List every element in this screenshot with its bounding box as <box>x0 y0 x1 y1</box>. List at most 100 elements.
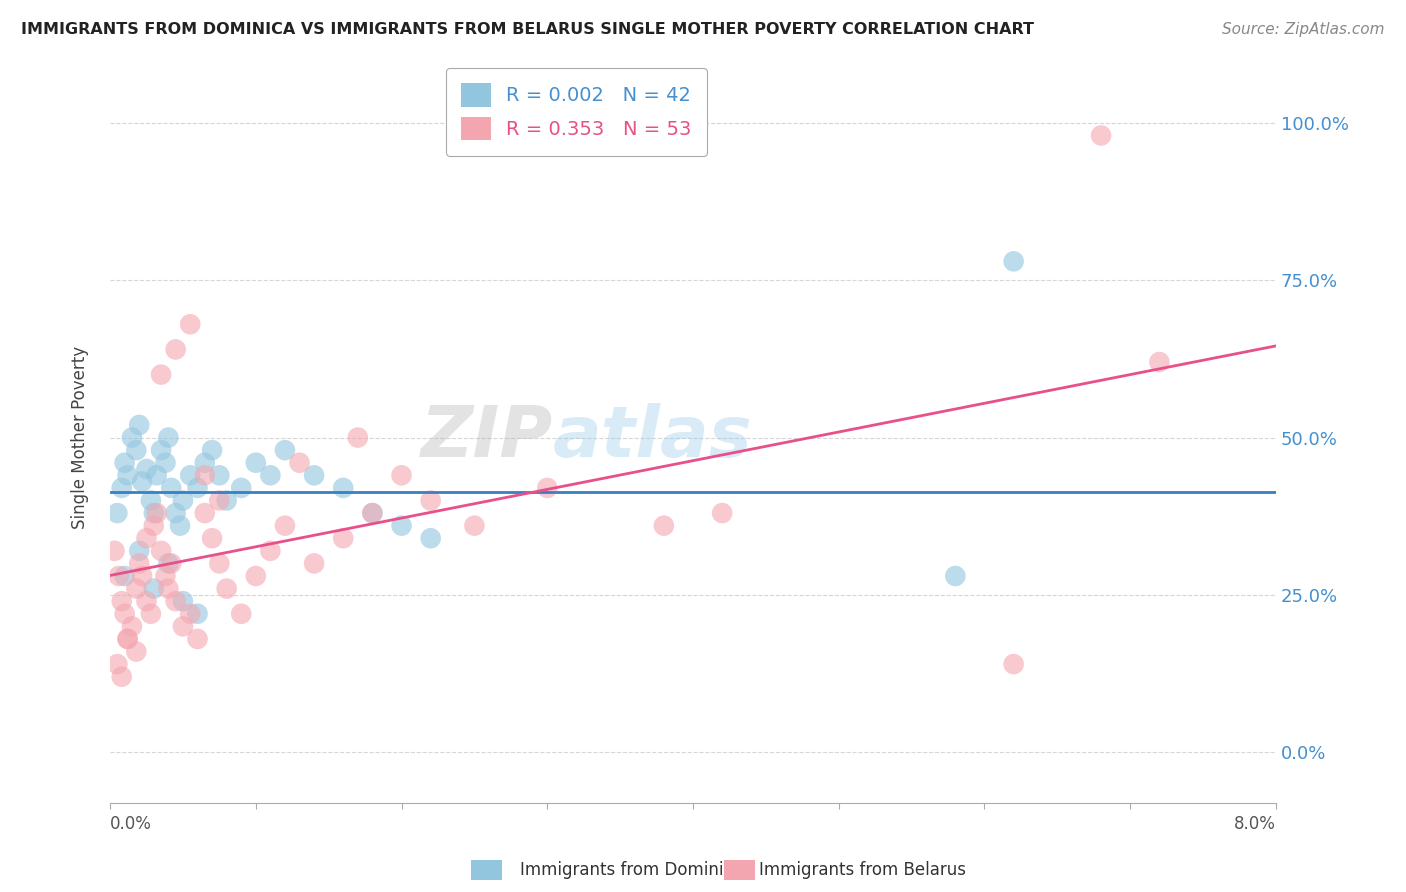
Point <box>259 544 281 558</box>
Text: 0.0%: 0.0% <box>110 815 152 833</box>
Point <box>652 518 675 533</box>
Point <box>160 557 183 571</box>
Point <box>125 582 148 596</box>
Point <box>121 619 143 633</box>
Point <box>943 569 966 583</box>
Point <box>231 481 253 495</box>
Point <box>128 544 150 558</box>
Point <box>194 506 217 520</box>
Point <box>215 493 238 508</box>
Point <box>245 456 267 470</box>
Point <box>274 518 297 533</box>
Point <box>186 632 208 646</box>
Point <box>288 456 311 470</box>
Point <box>103 544 125 558</box>
Point <box>125 644 148 658</box>
Point <box>139 607 162 621</box>
Point <box>274 443 297 458</box>
Point <box>111 670 134 684</box>
Point <box>128 417 150 432</box>
Point <box>361 506 384 520</box>
Point <box>332 531 354 545</box>
Point <box>215 582 238 596</box>
Point <box>169 518 191 533</box>
Point <box>208 468 231 483</box>
Point <box>172 619 194 633</box>
Text: IMMIGRANTS FROM DOMINICA VS IMMIGRANTS FROM BELARUS SINGLE MOTHER POVERTY CORREL: IMMIGRANTS FROM DOMINICA VS IMMIGRANTS F… <box>21 22 1033 37</box>
Point <box>165 594 187 608</box>
Point <box>145 506 167 520</box>
Point <box>201 443 224 458</box>
Point <box>155 569 177 583</box>
Point <box>259 468 281 483</box>
Point <box>194 468 217 483</box>
Point <box>172 594 194 608</box>
Point <box>1149 355 1171 369</box>
Point <box>201 531 224 545</box>
Point <box>1090 128 1112 143</box>
Point <box>114 456 136 470</box>
Point <box>111 594 134 608</box>
Point <box>419 531 441 545</box>
Point <box>117 468 139 483</box>
Point <box>105 657 128 672</box>
Point <box>114 607 136 621</box>
Point <box>135 531 157 545</box>
Point <box>105 506 128 520</box>
Point <box>150 544 173 558</box>
Point <box>391 518 413 533</box>
Point <box>419 493 441 508</box>
Point <box>157 557 180 571</box>
Point <box>179 607 201 621</box>
Point <box>108 569 131 583</box>
Point <box>131 475 153 489</box>
Point <box>145 468 167 483</box>
Point <box>150 368 173 382</box>
Point <box>231 607 253 621</box>
Point <box>114 569 136 583</box>
Y-axis label: Single Mother Poverty: Single Mother Poverty <box>72 346 89 529</box>
Text: Source: ZipAtlas.com: Source: ZipAtlas.com <box>1222 22 1385 37</box>
Point <box>361 506 384 520</box>
Point <box>165 506 187 520</box>
Point <box>179 468 201 483</box>
Point <box>131 569 153 583</box>
Text: ZIP: ZIP <box>420 403 553 472</box>
Point <box>194 456 217 470</box>
Point <box>346 431 368 445</box>
Point <box>179 318 201 332</box>
Point <box>125 443 148 458</box>
Point <box>135 594 157 608</box>
Point <box>186 607 208 621</box>
Point <box>157 431 180 445</box>
Point <box>157 582 180 596</box>
Text: atlas: atlas <box>553 403 752 472</box>
Point <box>142 506 165 520</box>
Point <box>302 468 325 483</box>
Point <box>128 557 150 571</box>
Point <box>121 431 143 445</box>
Point <box>302 557 325 571</box>
Point <box>160 481 183 495</box>
Point <box>463 518 485 533</box>
Text: 8.0%: 8.0% <box>1234 815 1277 833</box>
Text: Immigrants from Dominica: Immigrants from Dominica <box>520 861 742 879</box>
Point <box>186 481 208 495</box>
Point <box>111 481 134 495</box>
Point <box>155 456 177 470</box>
Point <box>150 443 173 458</box>
Point <box>117 632 139 646</box>
Point <box>391 468 413 483</box>
Point <box>208 557 231 571</box>
Point <box>1002 254 1025 268</box>
Point <box>165 343 187 357</box>
Point <box>172 493 194 508</box>
Legend: R = 0.002   N = 42, R = 0.353   N = 53: R = 0.002 N = 42, R = 0.353 N = 53 <box>446 68 707 156</box>
Point <box>711 506 734 520</box>
Point <box>135 462 157 476</box>
Point <box>245 569 267 583</box>
Point <box>208 493 231 508</box>
Point <box>142 582 165 596</box>
Point <box>117 632 139 646</box>
Point <box>139 493 162 508</box>
